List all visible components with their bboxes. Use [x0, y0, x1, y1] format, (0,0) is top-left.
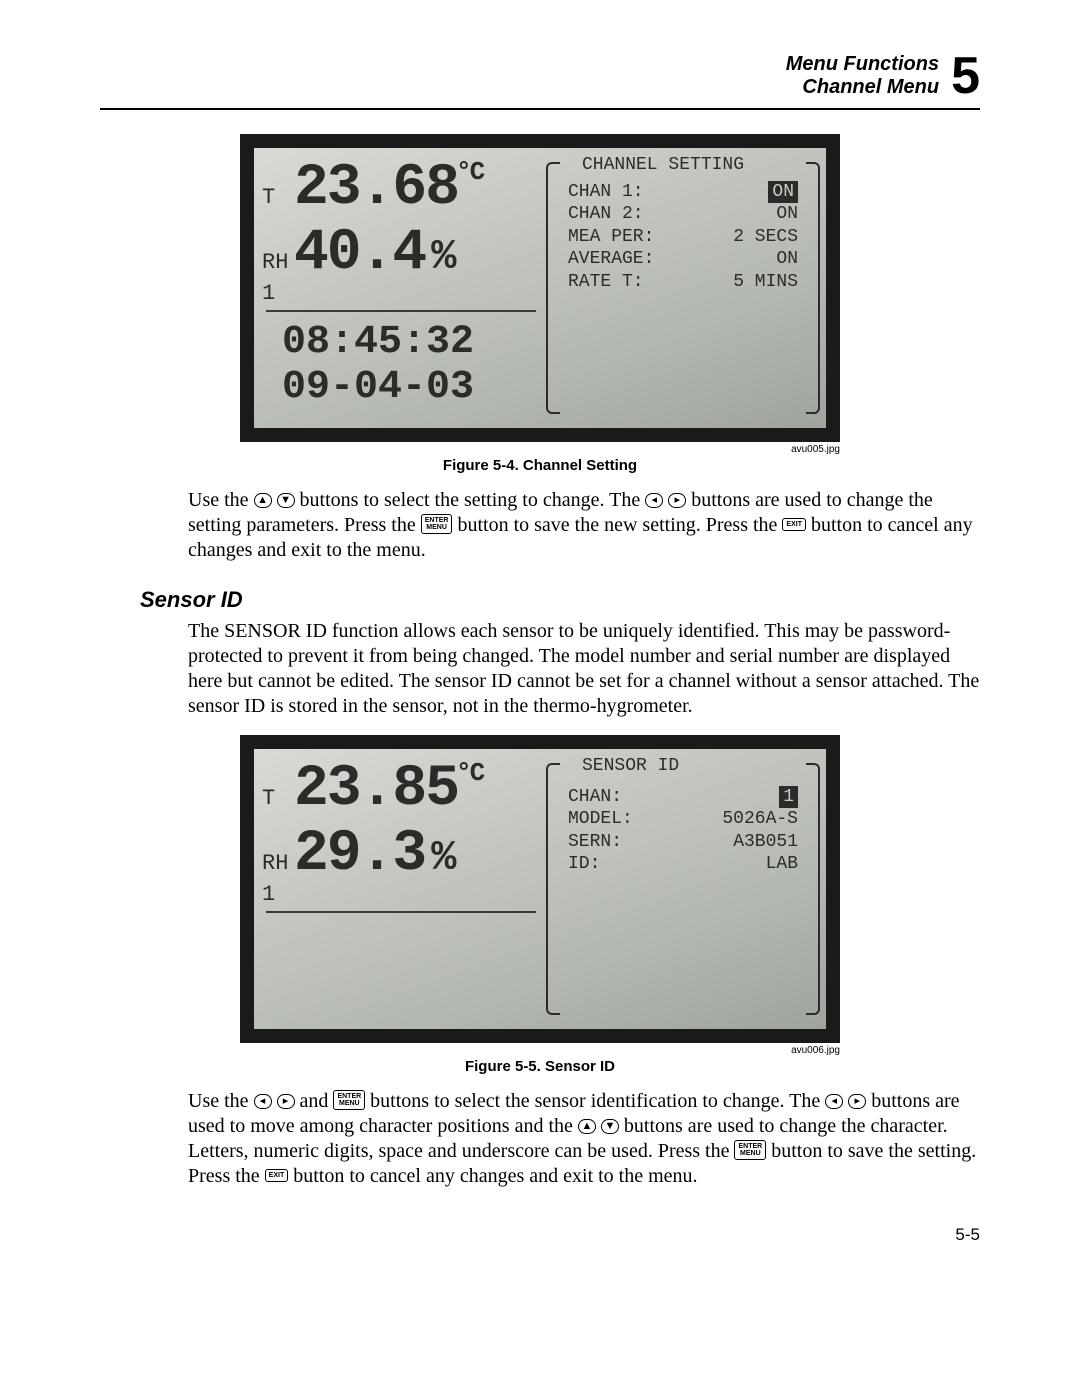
enter-menu-key-icon: ENTERMENU: [734, 1140, 766, 1160]
exit-key-icon: EXIT: [782, 518, 806, 531]
divider: [266, 911, 536, 913]
image-filename: avu005.jpg: [240, 444, 840, 455]
right-key-icon: ▸: [848, 1094, 866, 1109]
left-key-icon: ◂: [254, 1094, 272, 1109]
down-key-icon: ▼: [277, 493, 295, 508]
header-line1: Menu Functions: [786, 53, 939, 76]
temp-value: 23.85°C: [294, 757, 485, 822]
figure-caption: Figure 5-4. Channel Setting: [100, 457, 980, 474]
down-key-icon: ▼: [601, 1119, 619, 1134]
channel-label: 1: [262, 281, 294, 306]
header-line2: Channel Menu: [786, 76, 939, 99]
menu-row: SERN:A3B051: [554, 831, 818, 854]
paragraph-2: The SENSOR ID function allows each senso…: [188, 619, 980, 719]
menu-row: ID:LAB: [554, 853, 818, 876]
right-key-icon: ▸: [668, 493, 686, 508]
page-header: Menu Functions Channel Menu 5: [100, 50, 980, 110]
menu-row: MEA PER:2 SECS: [554, 226, 818, 249]
page-number: 5-5: [955, 1225, 980, 1245]
rh-value: 40.4%: [294, 221, 454, 286]
menu-row: CHAN:1: [554, 786, 818, 809]
up-key-icon: ▲: [254, 493, 272, 508]
left-key-icon: ◂: [645, 493, 663, 508]
menu-row: CHAN 1:ON: [554, 181, 818, 204]
right-key-icon: ▸: [277, 1094, 295, 1109]
menu-row: MODEL:5026A-S: [554, 808, 818, 831]
exit-key-icon: EXIT: [265, 1169, 289, 1182]
menu-title: CHANNEL SETTING: [582, 154, 818, 177]
paragraph-3: Use the ◂ ▸ and ENTERMENU buttons to sel…: [188, 1089, 980, 1189]
temp-label: T: [262, 175, 294, 210]
paragraph-1: Use the ▲ ▼ buttons to select the settin…: [188, 488, 980, 563]
enter-menu-key-icon: ENTERMENU: [333, 1090, 365, 1110]
menu-row: RATE T:5 MINS: [554, 271, 818, 294]
channel-label: 1: [262, 882, 294, 907]
figure-5-4: T 23.68°C RH 1 40.4% 08:45:32 09-04-03 C…: [240, 134, 840, 442]
rh-label: RH: [262, 250, 294, 275]
menu-title: SENSOR ID: [582, 755, 818, 778]
rh-value: 29.3%: [294, 822, 454, 887]
temp-label: T: [262, 776, 294, 811]
date-value: 09-04-03: [282, 365, 542, 410]
figure-5-5: T 23.85°C RH 1 29.3% SENSOR ID CHAN:1 MO…: [240, 735, 840, 1043]
menu-row: CHAN 2:ON: [554, 203, 818, 226]
rh-label: RH: [262, 851, 294, 876]
left-key-icon: ◂: [825, 1094, 843, 1109]
divider: [266, 310, 536, 312]
menu-row: AVERAGE:ON: [554, 248, 818, 271]
enter-menu-key-icon: ENTERMENU: [421, 514, 453, 534]
temp-value: 23.68°C: [294, 156, 485, 221]
image-filename: avu006.jpg: [240, 1045, 840, 1056]
up-key-icon: ▲: [578, 1119, 596, 1134]
chapter-number: 5: [951, 50, 980, 102]
figure-caption: Figure 5-5. Sensor ID: [100, 1058, 980, 1075]
time-value: 08:45:32: [282, 320, 542, 365]
section-heading-sensor-id: Sensor ID: [140, 587, 980, 613]
